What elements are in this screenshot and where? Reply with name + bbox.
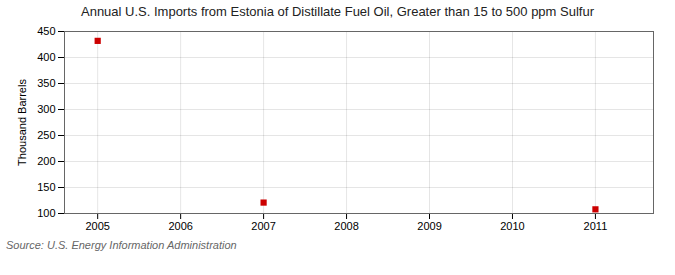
- svg-text:400: 400: [37, 51, 55, 63]
- svg-text:2011: 2011: [584, 220, 608, 232]
- html-text:Annual U.S. Imports from Eston: Annual U.S. Imports from Estonia of Dist…: [81, 4, 594, 19]
- svg-text:250: 250: [37, 129, 55, 141]
- svg-text:2008: 2008: [334, 220, 358, 232]
- svg-text:150: 150: [37, 181, 55, 193]
- svg-text:2006: 2006: [168, 220, 192, 232]
- svg-text:450: 450: [37, 25, 55, 37]
- svg-text:200: 200: [37, 155, 55, 167]
- svg-text:300: 300: [37, 103, 55, 115]
- html-text:Source: U.S. Energy Informatio: Source: U.S. Energy Information Administ…: [6, 239, 237, 251]
- svg-text:2007: 2007: [251, 220, 275, 232]
- svg-text:Thousand Barrels: Thousand Barrels: [16, 79, 28, 166]
- svg-text:350: 350: [37, 77, 55, 89]
- svg-text:2005: 2005: [85, 220, 109, 232]
- svg-text:2009: 2009: [417, 220, 441, 232]
- svg-text:2010: 2010: [500, 220, 524, 232]
- svg-text:100: 100: [37, 207, 55, 219]
